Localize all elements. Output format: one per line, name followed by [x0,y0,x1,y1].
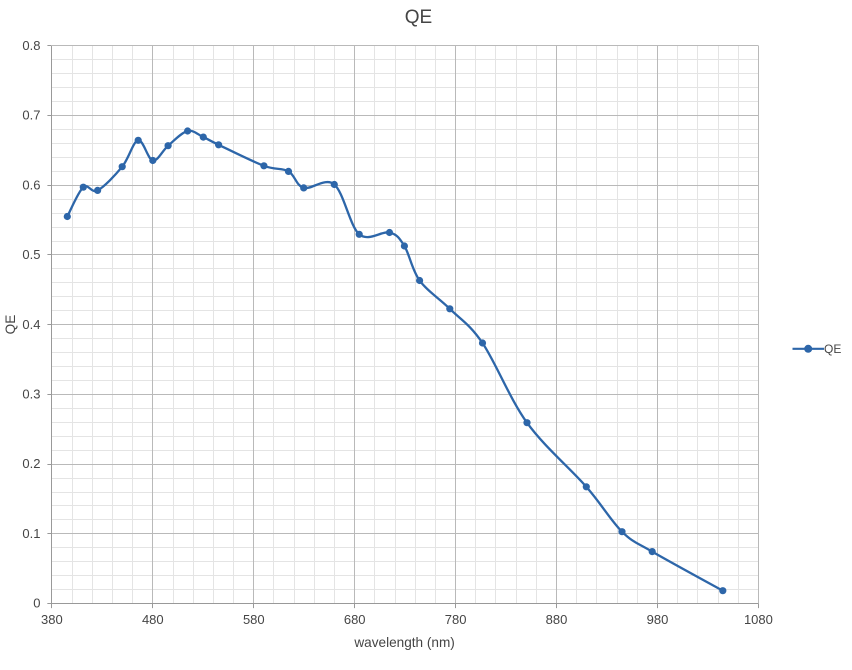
svg-text:QE: QE [405,7,432,28]
svg-text:wavelength (nm): wavelength (nm) [353,635,455,650]
svg-text:0.5: 0.5 [22,247,40,262]
svg-text:1080: 1080 [744,612,773,627]
svg-text:580: 580 [243,612,265,627]
svg-text:0: 0 [33,596,40,611]
svg-text:0.3: 0.3 [22,387,40,402]
svg-text:0.1: 0.1 [22,526,40,541]
svg-text:QE: QE [824,342,841,356]
svg-text:680: 680 [344,612,366,627]
svg-text:880: 880 [546,612,568,627]
svg-text:480: 480 [142,612,164,627]
svg-text:780: 780 [445,612,467,627]
svg-text:QE: QE [3,315,18,335]
svg-text:0.7: 0.7 [22,108,40,123]
svg-text:0.4: 0.4 [22,317,40,332]
svg-text:0.2: 0.2 [22,456,40,471]
svg-text:380: 380 [41,612,63,627]
svg-text:0.8: 0.8 [22,38,40,53]
svg-text:980: 980 [647,612,669,627]
svg-text:0.6: 0.6 [22,177,40,192]
